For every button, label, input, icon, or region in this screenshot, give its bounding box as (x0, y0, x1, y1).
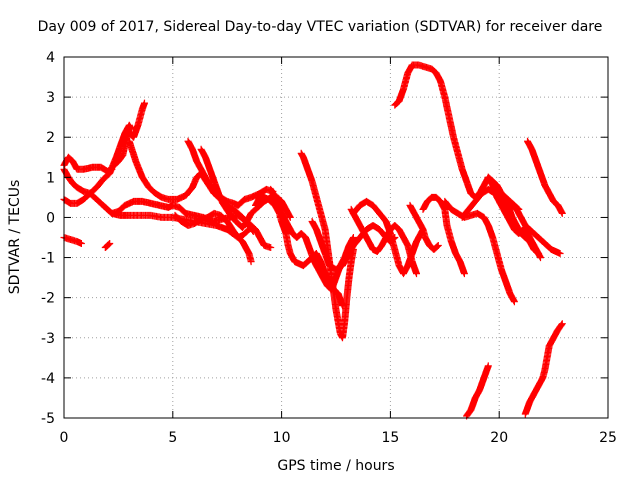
y-tick-label: -1 (41, 251, 55, 267)
x-tick-label: 10 (273, 430, 291, 446)
data-points (463, 362, 492, 420)
plot-border (63, 56, 609, 419)
data-points (419, 193, 468, 278)
series-arc-23 (484, 173, 544, 262)
series-arc-27 (521, 320, 566, 418)
series-arc-9 (171, 209, 253, 241)
data-points (349, 197, 427, 278)
series-arc-26 (463, 362, 492, 420)
series-arc-6 (110, 99, 148, 169)
y-tick-label: -4 (41, 371, 55, 387)
data-points (101, 240, 114, 251)
y-axis-label: SDTVAR / TECUs (7, 180, 23, 295)
series-arc-5 (101, 240, 114, 251)
chart-title: Day 009 of 2017, Sidereal Day-to-day VTE… (38, 19, 603, 35)
data-points (521, 320, 566, 418)
data-points (406, 201, 442, 253)
plot-marks (60, 61, 566, 420)
series-arc-24 (491, 185, 564, 257)
y-tick-label: 0 (46, 210, 55, 226)
x-tick-label: 20 (490, 430, 508, 446)
x-axis-label: GPS time / hours (277, 458, 394, 474)
series-arc-21 (441, 197, 518, 306)
x-tick-label: 0 (60, 430, 69, 446)
data-points (297, 149, 357, 342)
series-arc-14 (297, 149, 357, 342)
data-points (171, 209, 253, 241)
y-tick-label: 3 (46, 90, 55, 106)
y-tick-label: -3 (41, 331, 55, 347)
data-points (491, 185, 564, 257)
series-arc-18 (391, 61, 523, 213)
y-tick-label: 2 (46, 130, 55, 146)
y-tick-label: -5 (41, 411, 55, 427)
data-points (484, 173, 544, 262)
series-arc-25 (524, 137, 566, 217)
data-points (524, 137, 566, 217)
y-tick-label: -2 (41, 291, 55, 307)
axis-ticks: 0 5 10 15 20 25 -5 -4 -3 -2 -1 0 1 2 3 4 (41, 50, 617, 446)
x-tick-label: 25 (599, 430, 617, 446)
y-tick-label: 4 (46, 50, 55, 66)
series-arc-17 (349, 197, 427, 278)
y-tick-label: 1 (46, 170, 55, 186)
x-tick-label: 5 (168, 430, 177, 446)
data-points (441, 197, 518, 306)
series-arc-19 (406, 201, 442, 253)
data-points (110, 99, 148, 169)
series-arc-20 (419, 193, 468, 278)
x-tick-label: 15 (381, 430, 399, 446)
data-points (391, 61, 523, 213)
